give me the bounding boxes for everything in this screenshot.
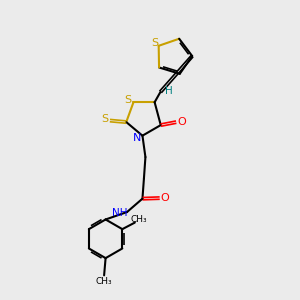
Text: NH: NH xyxy=(112,208,128,218)
Text: H: H xyxy=(165,85,172,96)
Text: S: S xyxy=(101,114,108,124)
Text: S: S xyxy=(152,38,159,48)
Text: N: N xyxy=(133,133,142,143)
Text: CH₃: CH₃ xyxy=(96,277,112,286)
Text: CH₃: CH₃ xyxy=(130,214,147,224)
Text: O: O xyxy=(161,193,170,203)
Text: S: S xyxy=(124,95,132,105)
Text: O: O xyxy=(177,117,186,127)
